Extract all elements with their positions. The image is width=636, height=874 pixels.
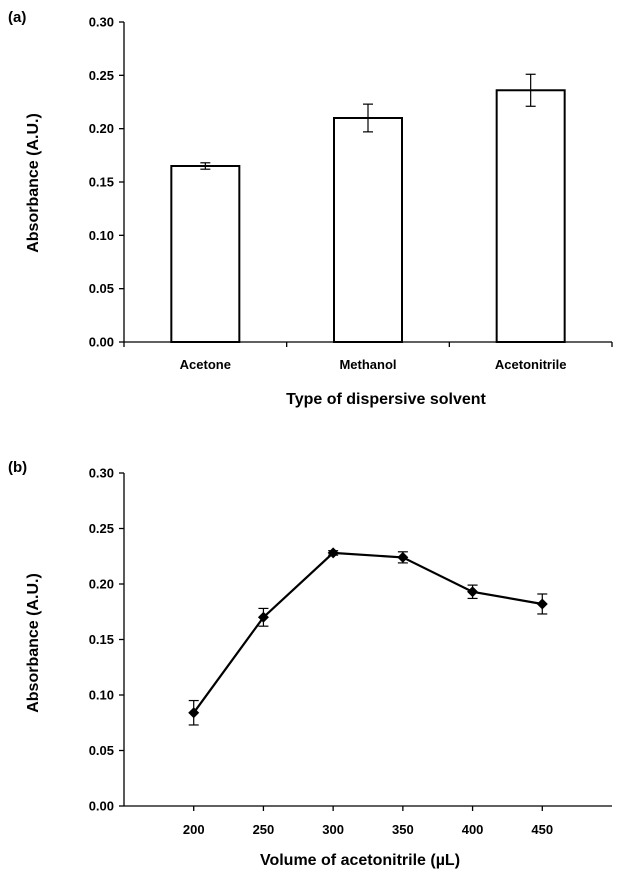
bars xyxy=(170,73,566,344)
y-tick-label: 0.25 xyxy=(89,68,114,83)
x-tick-label: 250 xyxy=(253,822,275,837)
bar xyxy=(333,117,403,343)
x-tick-label: Acetone xyxy=(180,357,231,372)
error-bar xyxy=(525,73,536,107)
y-tick-label: 0.25 xyxy=(89,521,114,536)
panel-label-a: (a) xyxy=(8,9,26,26)
bar xyxy=(495,89,566,344)
data-point-marker xyxy=(397,551,409,563)
y-tick-label: 0.05 xyxy=(89,281,114,296)
data-point-marker xyxy=(257,611,269,623)
y-tick-label: 0.30 xyxy=(89,15,114,30)
x-tick-label: 350 xyxy=(392,822,414,837)
data-point-marker xyxy=(536,598,548,610)
y-tick-label: 0.05 xyxy=(89,743,114,758)
y-tick-label: 0.10 xyxy=(89,228,114,243)
data-point-marker xyxy=(327,547,339,559)
x-tick-label: Methanol xyxy=(339,357,396,372)
x-tick-label: 200 xyxy=(183,822,205,837)
y-tick-label: 0.20 xyxy=(89,577,114,592)
y-tick-label: 0.15 xyxy=(89,632,114,647)
bar xyxy=(170,165,241,343)
y-tick-label: 0.15 xyxy=(89,175,114,190)
data-points xyxy=(188,547,548,726)
bar-chart-panel: (a) 0.00 0.05 0.10 0.15 0.20 0.25 0.30 Acetone… xyxy=(8,9,613,408)
x-tick-label: 300 xyxy=(322,822,344,837)
y-axis-ticks: 0.00 0.05 0.10 0.15 0.20 0.25 0.30 xyxy=(89,466,124,814)
y-axis-ticks: 0.00 0.05 0.10 0.15 0.20 0.25 0.30 xyxy=(89,15,124,350)
x-axis-title: Volume of acetonitrile (µL) xyxy=(260,852,460,869)
error-bar xyxy=(200,162,211,170)
x-tick-label: 450 xyxy=(531,822,553,837)
error-bar xyxy=(363,103,373,133)
line-chart-panel: (b) 0.00 0.05 0.10 0.15 0.20 0.25 0.30 200 250 3… xyxy=(8,459,612,869)
y-tick-label: 0.10 xyxy=(89,688,114,703)
y-tick-label: 0.30 xyxy=(89,466,114,481)
y-axis-title: Absorbance (A.U.) xyxy=(25,573,42,713)
x-tick-label: Acetonitrile xyxy=(495,357,567,372)
y-tick-label: 0.00 xyxy=(89,335,114,350)
x-axis-title: Type of dispersive solvent xyxy=(286,391,486,408)
x-axis-ticks: 200 250 300 350 400 450 xyxy=(183,806,553,837)
x-axis-ticks: Acetone Methanol Acetonitrile xyxy=(123,342,613,372)
y-tick-label: 0.20 xyxy=(89,121,114,136)
y-axis-title: Absorbance (A.U.) xyxy=(25,113,42,253)
data-point-marker xyxy=(467,586,479,598)
panel-label-b: (b) xyxy=(8,459,27,476)
y-tick-label: 0.00 xyxy=(89,799,114,814)
x-tick-label: 400 xyxy=(462,822,484,837)
series-line xyxy=(192,551,543,714)
data-point-marker xyxy=(188,707,200,719)
